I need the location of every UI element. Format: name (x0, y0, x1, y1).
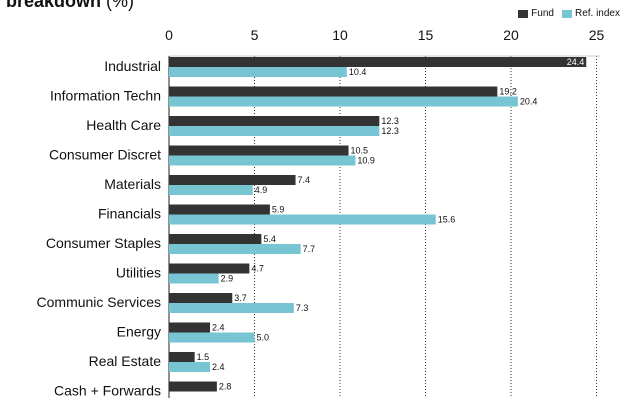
fund-bar (169, 116, 380, 126)
category-label: Financials (98, 206, 161, 222)
data-label: 3.7 (234, 293, 247, 303)
fund-bar (169, 322, 211, 333)
category-label: Materials (104, 176, 161, 192)
ref-index-bar (169, 185, 253, 195)
fund-bar (169, 293, 233, 303)
legend-item-ref-index: Ref. index (561, 8, 620, 19)
category-label: Cash + Forwards (54, 383, 161, 398)
category-label: Communic Services (37, 294, 161, 310)
data-label: 12.3 (381, 126, 399, 136)
ref-index-bar (169, 273, 219, 284)
x-tick-label: 10 (332, 27, 348, 43)
data-label: 7.4 (298, 175, 311, 185)
data-label: 20.4 (520, 97, 538, 107)
legend-item-fund: Fund (518, 8, 554, 19)
x-tick-label: 0 (165, 27, 173, 43)
data-label: 4.7 (251, 264, 264, 274)
chart-title-bold: r breakdown (0, 0, 102, 11)
x-tick-label: 25 (589, 27, 605, 43)
ref-index-bar (169, 126, 380, 136)
fund-bar (169, 86, 498, 97)
data-label: 4.9 (255, 185, 268, 195)
data-label: 12.3 (381, 116, 399, 126)
data-label: 7.7 (303, 244, 316, 254)
fund-bar (169, 263, 250, 274)
fund-bar (169, 57, 587, 67)
ref-index-bar (169, 303, 294, 313)
chart-title: r breakdown (%) (0, 0, 134, 12)
legend-label-ref-index: Ref. index (574, 8, 620, 19)
fund-bar (169, 352, 195, 362)
data-label: 1.5 (197, 352, 210, 362)
ref-index-bar (169, 155, 356, 166)
fund-bar (169, 381, 217, 392)
category-label: Real Estate (89, 353, 162, 369)
category-label: Energy (117, 324, 161, 340)
fund-bar (169, 145, 349, 156)
category-label: Consumer Staples (46, 235, 161, 251)
data-label: 2.4 (212, 323, 225, 333)
ref-index-bar (169, 362, 211, 372)
legend-swatch-fund (518, 9, 529, 18)
ref-index-bar (169, 96, 518, 107)
fund-bar (169, 204, 270, 215)
x-tick-label: 15 (418, 27, 434, 43)
legend: Fund Ref. index (518, 8, 620, 19)
category-label: Information Techn (50, 88, 161, 104)
category-label: Utilities (116, 265, 161, 281)
legend-label-fund: Fund (531, 8, 554, 19)
data-label: 2.8 (219, 382, 232, 392)
x-tick-label: 5 (251, 27, 259, 43)
ref-index-bar (169, 244, 301, 254)
data-label: 15.6 (438, 215, 456, 225)
fund-bar (169, 234, 262, 244)
data-label: 10.4 (349, 67, 367, 77)
fund-bar (169, 175, 296, 185)
data-label: 19.2 (499, 87, 517, 97)
data-label: 2.4 (212, 362, 225, 372)
data-label: 5.0 (257, 333, 270, 343)
data-label: 10.9 (357, 156, 375, 166)
x-tick-label: 20 (503, 27, 519, 43)
category-label: Industrial (104, 58, 161, 74)
ref-index-bar (169, 332, 255, 343)
data-label: 24.4 (567, 57, 585, 67)
ref-index-bar (169, 67, 347, 77)
data-label: 5.9 (272, 205, 285, 215)
data-label: 5.4 (263, 234, 276, 244)
category-label: Health Care (86, 117, 161, 133)
category-label: Consumer Discret (49, 147, 161, 163)
ref-index-bar (169, 214, 436, 225)
data-label: 10.5 (351, 146, 369, 156)
chart-title-unit: (%) (101, 0, 135, 11)
legend-swatch-ref-index (561, 9, 572, 18)
data-label: 7.3 (296, 303, 309, 313)
data-label: 2.9 (221, 274, 234, 284)
